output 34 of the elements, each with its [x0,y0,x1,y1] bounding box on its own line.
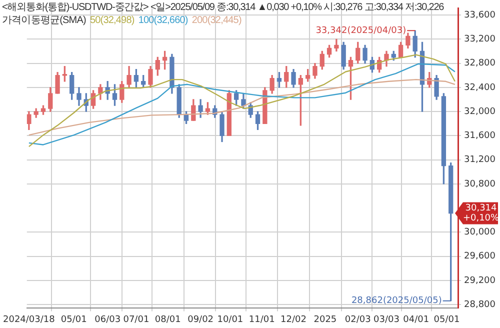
x-tick-label: 2024/03/18 [3,314,56,325]
x-tick-label: 07/01 [123,314,150,325]
x-tick-label: 11/01 [248,314,275,325]
x-tick-label: 10/01 [217,314,244,325]
chart-title: <해외통화(통합)-USDTWD-중간값> <일>2025/05/09 종:30,314 ▲0,030 +0,10% 시:30,276 고:30,334 저:30,226 [2,1,444,14]
y-tick-label: 31,200 [464,155,496,166]
x-tick-label: 05/01 [60,314,87,325]
y-tick-label: 30,800 [464,179,496,190]
x-tick-label: 02/03 [344,314,371,325]
x-tick-label: 03/03 [374,314,400,325]
y-tick-label: 29,600 [464,252,496,262]
y-tick-label: 32,400 [464,82,496,93]
text: 200(32,445) [192,15,242,26]
y-tick-label: 33,600 [464,10,496,20]
y-tick-label: 32,000 [464,106,496,117]
x-tick-label: 04/01 [403,314,430,325]
text: 30,314 +0,10% [462,204,500,224]
annotation: 28,862(2025/05/05) [351,296,442,306]
y-tick-label: 33,200 [464,34,496,45]
y-tick-label: 31,600 [464,131,496,142]
x-tick-label: 2025 [314,314,337,325]
x-tick-label: 12/02 [280,314,306,325]
x-tick-label: 08/01 [154,314,181,325]
text: 50(32,498) [90,15,134,26]
text: 100(32,660) [138,15,188,26]
x-tick-label: 09/02 [188,314,214,325]
x-tick-label: 06/03 [94,314,121,325]
x-tick-label: 05/01 [434,314,460,325]
y-tick-label: 29,200 [464,276,496,286]
y-tick-label: 30,000 [464,228,496,238]
y-tick-label: 28,800 [464,300,496,310]
annotation: 33,342(2025/04/03) [316,26,406,36]
legend-title: 가격이동평균(SMA) [2,15,86,26]
y-tick-label: 32,800 [464,58,496,69]
